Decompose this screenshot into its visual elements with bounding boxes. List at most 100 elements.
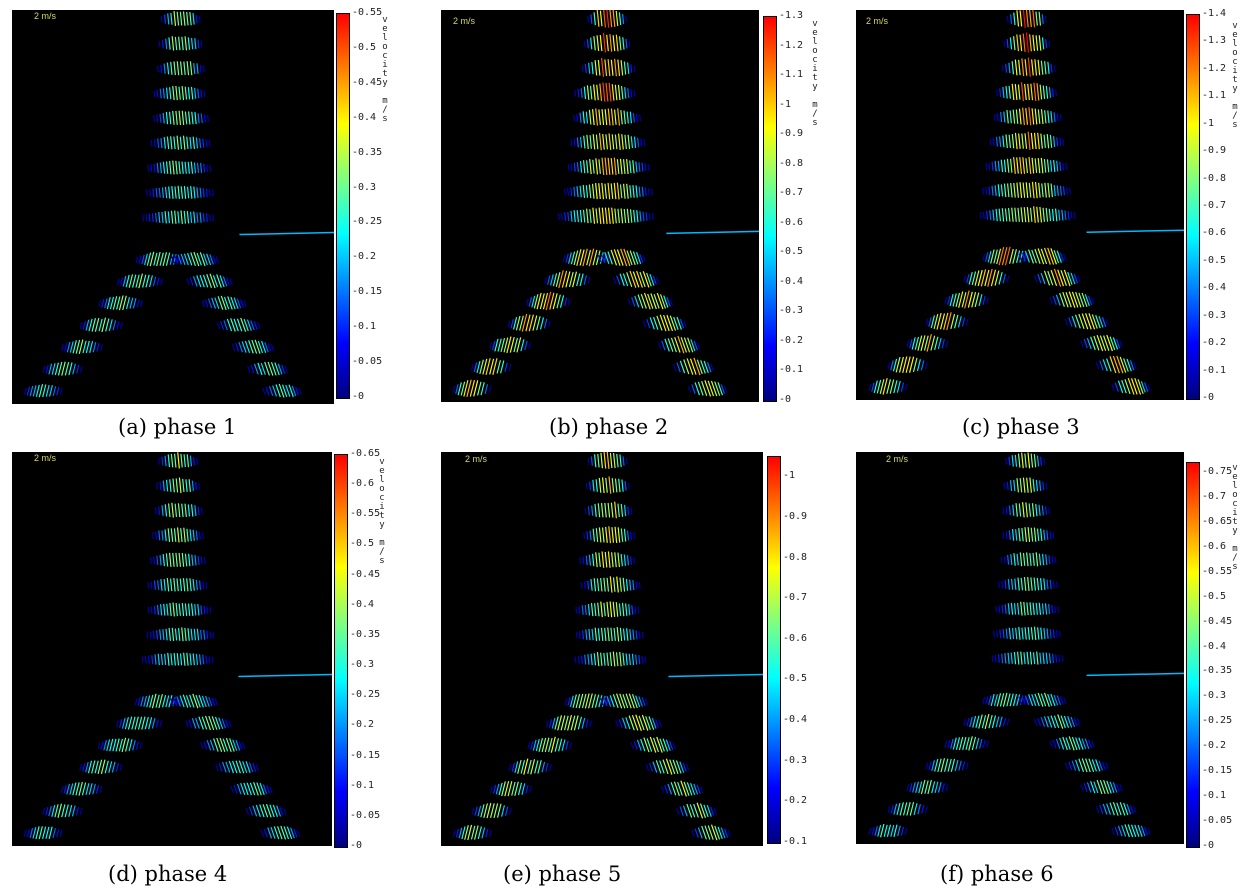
panel-phase-6: 2 m/s -0.75 -0.7 -0.65 -0.6 -0.55 -0.5 -0.45 -0… xyxy=(856,452,1246,892)
vector-band xyxy=(557,207,654,224)
colorbar-tick-label: -0.6 xyxy=(779,216,804,228)
vector-band xyxy=(171,251,220,267)
vector-band xyxy=(153,110,209,126)
colorbar-tick-label: -0.4 xyxy=(1202,282,1227,294)
vector-band xyxy=(1001,57,1056,77)
outlet-profile xyxy=(668,673,763,678)
vector-band xyxy=(146,627,215,642)
vector-band xyxy=(98,295,143,311)
vector-band xyxy=(906,334,949,352)
vector-band xyxy=(687,380,728,397)
vector-band xyxy=(1002,527,1055,542)
colorbar-tick-label: -0.8 xyxy=(783,551,808,563)
panel-phase-3: 2 m/s -1.4 -1.3 -1.2 -1.1 -1 -0.9 -0.8 -0.7 -0.6… xyxy=(856,9,1246,450)
vector-band xyxy=(630,736,676,753)
vector-band xyxy=(158,452,198,469)
vector-band xyxy=(583,526,636,544)
vector-band xyxy=(544,270,591,289)
colorbar-unit-label: v e l o c i t y m / s xyxy=(1232,21,1238,130)
colorbar-tick-label: -0.5 xyxy=(352,41,377,53)
vector-band xyxy=(1111,824,1151,838)
vector-band xyxy=(1049,291,1095,308)
caption: (f) phase 6 xyxy=(940,862,1054,886)
colorbar-tick-label: -0.65 xyxy=(350,448,381,459)
colorbar-tick-label: -0.35 xyxy=(1202,665,1233,677)
vector-band xyxy=(925,312,969,331)
colorbar-tick-label: -0.2 xyxy=(783,795,808,807)
vector-band xyxy=(1018,247,1067,265)
outlet-profile xyxy=(1086,229,1184,233)
vector-band xyxy=(200,737,246,753)
colorbar-tick-label: -0.6 xyxy=(1202,227,1227,239)
vector-band xyxy=(982,246,1030,266)
vector-band xyxy=(1080,779,1123,795)
vector-band xyxy=(570,133,646,151)
colorbar xyxy=(767,456,781,844)
vector-band xyxy=(262,383,302,398)
colorbar-tick-label: -0 xyxy=(779,394,792,405)
vector-band xyxy=(868,823,908,838)
vector-band xyxy=(562,248,611,267)
colorbar-tick-label: -1 xyxy=(779,98,792,110)
panel-phase-4: 2 m/s -0.65 -0.6 -0.55 -0.5 -0.45 -0.4 -0.35 -0… xyxy=(12,448,402,892)
vector-band xyxy=(581,58,636,77)
vector-band xyxy=(61,339,103,355)
colorbar-tick-label: -0.05 xyxy=(350,809,381,821)
vector-band xyxy=(584,501,633,519)
vector-band xyxy=(60,781,103,796)
colorbar-tick-label: -0.2 xyxy=(1202,740,1227,752)
vector-band xyxy=(147,578,208,592)
vector-band xyxy=(158,36,203,51)
vector-band xyxy=(156,477,201,494)
scale-label: 2 m/s xyxy=(465,454,488,464)
velocity-field-plot xyxy=(856,452,1184,844)
vector-band xyxy=(42,803,83,818)
vector-band xyxy=(147,602,212,617)
colorbar-tick-label: -0.7 xyxy=(1202,200,1227,211)
vector-band xyxy=(260,825,301,840)
vector-band xyxy=(615,714,662,731)
outlet-profile xyxy=(666,230,759,235)
colorbar-tick-label: -0 xyxy=(1202,840,1215,851)
colorbar-tick-label: -0.05 xyxy=(352,356,383,368)
vector-band xyxy=(583,33,631,53)
vector-band xyxy=(657,335,701,354)
colorbar-unit-label: v e l o c i t y m / s xyxy=(1232,463,1238,572)
colorbar-tick-label: -1.2 xyxy=(779,39,804,51)
vector-band xyxy=(989,131,1065,150)
colorbar-tick-label: -0.1 xyxy=(779,364,804,376)
vector-band xyxy=(587,10,628,28)
velocity-field-plot xyxy=(856,10,1184,400)
vector-band xyxy=(1049,736,1095,751)
vector-band xyxy=(993,107,1062,126)
vector-band xyxy=(116,273,163,289)
vector-band xyxy=(141,652,214,666)
vector-band xyxy=(575,601,640,618)
vector-band xyxy=(993,626,1061,641)
colorbar-tick-label: -0.75 xyxy=(1202,465,1233,477)
vector-band xyxy=(982,692,1030,707)
vector-band xyxy=(245,803,287,818)
vector-band xyxy=(691,824,731,841)
colorbar-tick-label: -0.45 xyxy=(352,76,383,88)
vector-band xyxy=(887,356,928,373)
colorbar-tick-label: -1.3 xyxy=(779,10,804,21)
colorbar-tick-label: -0.6 xyxy=(783,632,808,644)
velocity-vectors xyxy=(868,10,1184,395)
vector-band xyxy=(573,108,641,126)
colorbar xyxy=(763,16,777,402)
colorbar-tick-label: -0.9 xyxy=(779,128,804,140)
colorbar-tick-label: -0.6 xyxy=(350,478,375,490)
vector-band xyxy=(574,82,636,102)
vector-band xyxy=(545,714,592,731)
vector-band xyxy=(597,248,646,267)
vector-band xyxy=(1005,452,1046,469)
panel-phase-5: 2 m/s -1 -0.9 -0.8 -0.7 -0.6 -0.5 -0.4 -0.3 -0.2… xyxy=(441,452,831,892)
vector-band xyxy=(991,651,1064,665)
velocity-vectors xyxy=(23,11,334,398)
colorbar-tick-label: -0.1 xyxy=(352,321,377,333)
vector-band xyxy=(627,292,674,310)
colorbar-tick-label: -0.8 xyxy=(1202,172,1227,184)
colorbar-tick-label: -0.15 xyxy=(350,749,381,761)
colorbar-tick-label: -0.15 xyxy=(352,286,383,298)
